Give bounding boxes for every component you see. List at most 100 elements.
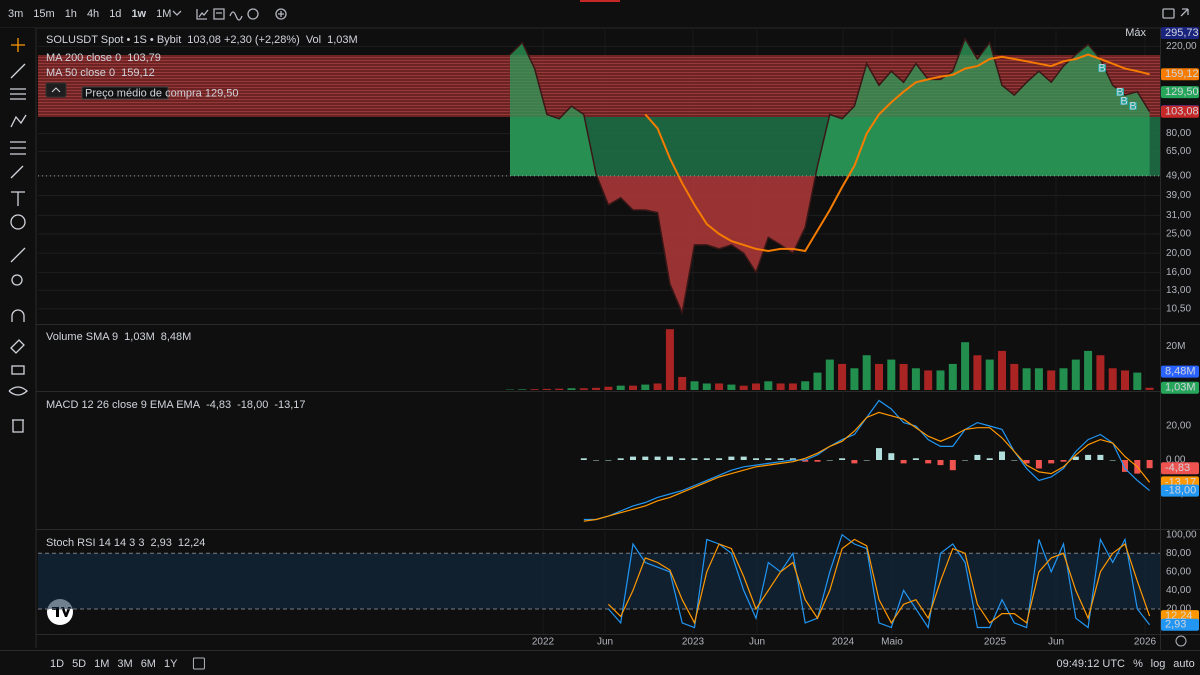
order-label: Preço médio de compra 129,50 xyxy=(85,87,238,99)
legend-text: MA 200 close 0 xyxy=(46,52,121,64)
max-value: 295,73 xyxy=(1165,27,1199,39)
price-badge xyxy=(1161,484,1199,497)
y-tick-label: 80,00 xyxy=(1166,128,1191,139)
text-tool[interactable] xyxy=(11,191,25,206)
volume-bar xyxy=(530,389,539,390)
magnet-tool[interactable] xyxy=(11,309,25,322)
chart-type-icon[interactable] xyxy=(196,9,209,20)
legend-text: Vol xyxy=(306,34,321,46)
macd-histogram-bar xyxy=(666,456,673,460)
volume-bar xyxy=(752,383,760,390)
range-button[interactable]: 6M xyxy=(141,658,156,670)
volume-bar xyxy=(653,383,662,390)
y-tick-label: 16,00 xyxy=(1166,267,1191,278)
crosshair-tool[interactable] xyxy=(11,38,25,52)
stoch-band xyxy=(38,553,1160,609)
buy-marker xyxy=(1129,102,1137,110)
y-tick-label: 20,00 xyxy=(1166,604,1191,615)
brush-tool[interactable] xyxy=(10,165,24,179)
zoom-tool[interactable] xyxy=(11,274,23,286)
volume-bar xyxy=(948,363,957,390)
range-button[interactable]: 5D xyxy=(72,658,86,670)
range-button[interactable]: 1D xyxy=(50,658,64,670)
legend-text: Volume SMA 9 xyxy=(46,331,118,343)
macd-histogram-bar xyxy=(605,460,612,461)
price-badge-label: 103,08 xyxy=(1165,106,1199,118)
y-tick-label: 49,00 xyxy=(1166,171,1191,182)
interval-button[interactable]: 3m xyxy=(8,8,23,20)
macd-histogram-bar xyxy=(703,458,710,460)
y-tick-label: 25,00 xyxy=(1166,229,1191,240)
volume-bar xyxy=(616,385,625,390)
macd-histogram-bar xyxy=(1048,460,1055,464)
emoji-tool[interactable] xyxy=(10,214,26,230)
lock-drawing-tool[interactable] xyxy=(10,339,25,354)
collapse-legend-button[interactable] xyxy=(45,82,67,98)
macd-histogram-bar xyxy=(949,460,956,471)
date-range-icon[interactable] xyxy=(192,657,205,670)
pattern-tool[interactable] xyxy=(10,114,27,128)
price-badge-label: -18,00 xyxy=(1165,485,1196,497)
interval-button[interactable]: 1h xyxy=(65,8,77,20)
forecast-tool[interactable] xyxy=(10,141,26,155)
range-button[interactable]: 3M xyxy=(117,658,132,670)
macd-histogram-bar xyxy=(728,456,735,460)
volume-bar xyxy=(776,383,785,390)
trend-line-tool[interactable] xyxy=(10,63,26,79)
scale-option[interactable]: auto xyxy=(1173,658,1194,670)
price-badge-label: 8,48M xyxy=(1165,365,1196,377)
scale-option[interactable]: % xyxy=(1133,658,1143,670)
macd-histogram-bar xyxy=(1072,456,1079,460)
indicators-icon[interactable] xyxy=(213,8,225,20)
lock-tool[interactable] xyxy=(11,365,25,375)
legend-text: 8,48M xyxy=(161,331,192,343)
interval-button[interactable]: 15m xyxy=(33,8,54,20)
macd-histogram-bar xyxy=(851,460,858,464)
interval-button[interactable]: 1d xyxy=(109,8,121,20)
macd-histogram-bar xyxy=(642,456,649,460)
y-tick-label: 60,00 xyxy=(1166,566,1191,577)
y-tick-label: 10,50 xyxy=(1166,303,1191,314)
legend-text: Stoch RSI 14 14 3 3 xyxy=(46,537,144,549)
volume-bar xyxy=(579,388,588,390)
delete-tool[interactable] xyxy=(12,419,24,433)
left-toolbar xyxy=(0,28,36,648)
visibility-tool[interactable] xyxy=(8,386,28,396)
macd-histogram-bar xyxy=(1023,460,1030,464)
volume-bar xyxy=(1133,372,1142,390)
clock: 09:49:12 UTC xyxy=(1057,658,1126,670)
volume-bar xyxy=(764,381,773,390)
volume-bar xyxy=(911,368,920,390)
macd-histogram-bar xyxy=(630,456,636,460)
buy-marker xyxy=(1120,97,1128,105)
legend-text: -4,83 xyxy=(206,399,231,411)
macd-histogram-bar xyxy=(593,460,600,461)
volume-bar xyxy=(1108,368,1117,390)
fib-tool[interactable] xyxy=(10,88,26,100)
scale-option[interactable]: log xyxy=(1151,658,1166,670)
ruler-tool[interactable] xyxy=(10,247,26,263)
interval-button[interactable]: 1w xyxy=(131,8,146,20)
axis-settings-icon[interactable] xyxy=(1175,635,1187,647)
expand-icon[interactable] xyxy=(1180,8,1189,17)
camera-icon[interactable] xyxy=(1162,8,1175,19)
volume-bar xyxy=(690,381,699,390)
macd-histogram-bar xyxy=(679,458,686,460)
price-badge xyxy=(1161,105,1199,118)
macd-histogram-bar xyxy=(999,451,1005,460)
legend-text: 2,93 xyxy=(150,537,171,549)
legend-text: 103,79 xyxy=(127,52,161,64)
range-button[interactable]: 1Y xyxy=(164,658,178,670)
y-tick-label: 20,00 xyxy=(1166,248,1191,259)
add-icon-plus[interactable] xyxy=(278,11,284,17)
range-button[interactable]: 1M xyxy=(94,658,109,670)
interval-button[interactable]: 1M xyxy=(156,8,171,20)
interval-button[interactable]: 4h xyxy=(87,8,99,20)
add-icon[interactable] xyxy=(275,8,287,20)
volume-bar xyxy=(998,350,1006,390)
settings-icon[interactable] xyxy=(247,8,259,20)
compare-icon[interactable] xyxy=(229,11,243,21)
dropdown-icon[interactable] xyxy=(172,10,182,16)
legend-text: MA 50 close 0 xyxy=(46,67,115,79)
macd-histogram-bar xyxy=(1085,454,1092,460)
